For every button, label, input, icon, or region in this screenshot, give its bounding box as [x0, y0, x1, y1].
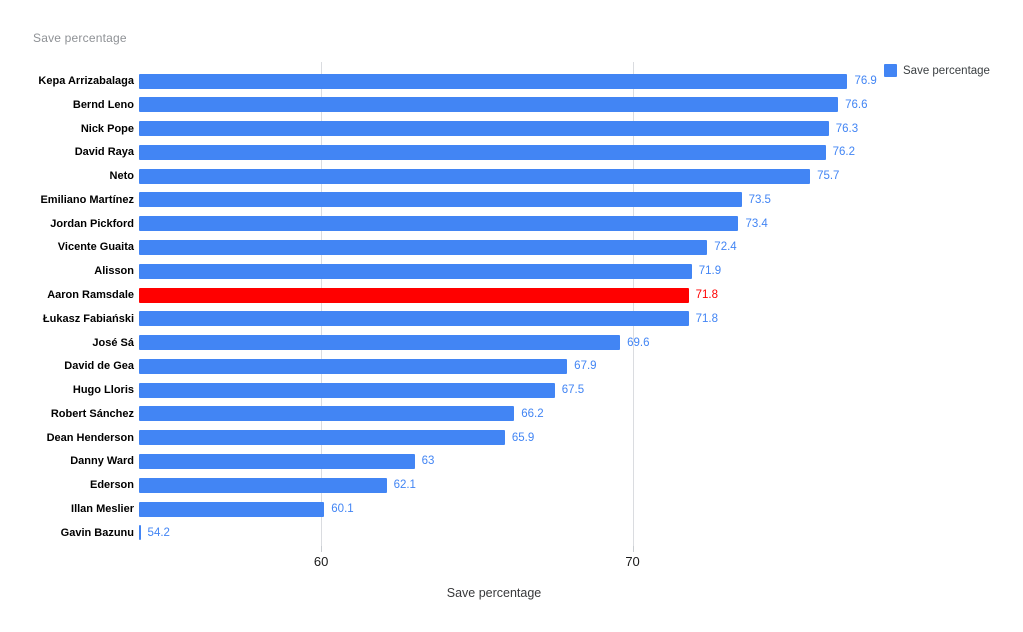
category-label: Neto: [109, 170, 134, 183]
category-label: Emiliano Martínez: [40, 193, 134, 206]
value-label: 60.1: [331, 503, 354, 516]
category-label: Aaron Ramsdale: [47, 289, 134, 302]
category-label: Alisson: [94, 265, 134, 278]
category-label: Nick Pope: [80, 122, 134, 135]
value-label: 73.4: [745, 217, 768, 230]
x-tick-label: 70: [625, 554, 640, 569]
bar[interactable]: [139, 501, 325, 517]
category-label: Hugo Lloris: [72, 384, 134, 397]
value-label: 69.6: [627, 336, 650, 349]
value-label: 66.2: [521, 407, 544, 420]
value-label: 75.7: [817, 170, 840, 183]
category-label: Robert Sánchez: [50, 407, 134, 420]
category-label: Jordan Pickford: [50, 217, 134, 230]
bar[interactable]: [139, 525, 141, 541]
category-label: Danny Ward: [70, 455, 134, 468]
bar[interactable]: [139, 358, 568, 374]
bar[interactable]: [139, 144, 826, 160]
bar[interactable]: [139, 73, 848, 89]
bar[interactable]: [139, 263, 692, 279]
bar[interactable]: [139, 216, 739, 232]
x-tickmark: [632, 546, 634, 552]
bar[interactable]: [139, 168, 811, 184]
chart-title: Save percentage: [33, 31, 127, 45]
value-label: 63: [421, 455, 435, 468]
category-label: Dean Henderson: [46, 431, 134, 444]
category-label: Illan Meslier: [71, 503, 134, 516]
bar[interactable]: [139, 121, 829, 137]
category-label: David de Gea: [64, 360, 134, 373]
value-label: 76.9: [854, 75, 877, 87]
value-label: 62.1: [393, 479, 416, 492]
x-axis-title: Save percentage: [446, 586, 542, 600]
category-label: Bernd Leno: [72, 98, 134, 111]
category-label: José Sá: [92, 336, 134, 349]
category-label: Łukasz Fabiański: [42, 312, 134, 325]
category-label: Ederson: [89, 479, 134, 492]
value-label: 65.9: [511, 431, 535, 444]
legend-label: Save percentage: [903, 64, 990, 77]
value-label: 71.8: [695, 312, 719, 325]
value-label: 76.3: [835, 122, 859, 135]
bar[interactable]: [139, 97, 839, 113]
bar[interactable]: [139, 311, 689, 327]
bar[interactable]: [139, 192, 742, 208]
bar[interactable]: [139, 239, 708, 255]
category-label: David Raya: [74, 146, 134, 159]
bar[interactable]: [139, 453, 415, 469]
category-label: Vicente Guaita: [57, 241, 134, 254]
category-label: Kepa Arrizabalaga: [38, 75, 134, 87]
x-gridline: [632, 62, 634, 546]
legend-item[interactable]: Save percentage: [884, 64, 990, 77]
value-label: 71.9: [698, 265, 722, 278]
bar[interactable]: [139, 477, 387, 493]
value-label: 72.4: [714, 241, 737, 254]
bar[interactable]: [139, 406, 515, 422]
legend-swatch-icon: [884, 64, 897, 77]
value-label: 67.5: [561, 384, 585, 397]
x-tickmark: [321, 546, 323, 552]
value-label: 54.2: [147, 526, 170, 539]
value-label: 76.6: [845, 98, 868, 111]
value-label: 73.5: [748, 193, 771, 206]
category-label: Gavin Bazunu: [60, 526, 134, 539]
bar[interactable]: [139, 335, 621, 351]
x-tick-label: 60: [313, 554, 329, 569]
bar[interactable]: [139, 430, 505, 446]
value-label: 71.8: [695, 289, 719, 302]
value-label: 67.9: [574, 360, 597, 373]
x-gridline: [321, 62, 323, 546]
bar[interactable]: [139, 382, 555, 398]
bar-highlighted[interactable]: [139, 287, 689, 303]
value-label: 76.2: [832, 146, 856, 159]
